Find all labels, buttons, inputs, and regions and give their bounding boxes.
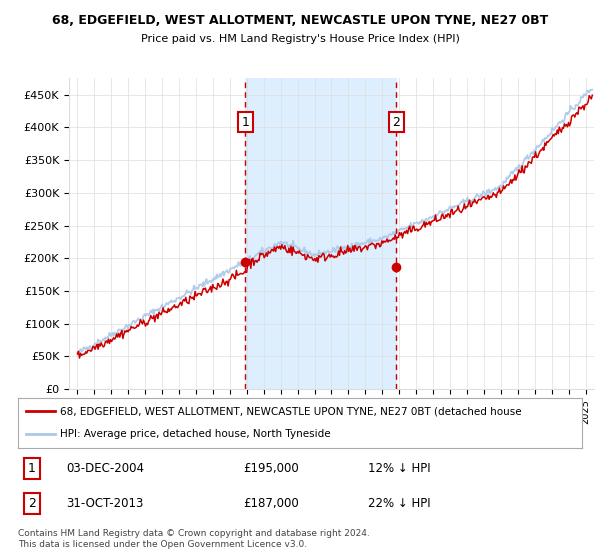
Text: 1: 1 bbox=[28, 462, 36, 475]
Text: 68, EDGEFIELD, WEST ALLOTMENT, NEWCASTLE UPON TYNE, NE27 0BT: 68, EDGEFIELD, WEST ALLOTMENT, NEWCASTLE… bbox=[52, 14, 548, 27]
Text: 2: 2 bbox=[392, 116, 400, 129]
Text: HPI: Average price, detached house, North Tyneside: HPI: Average price, detached house, Nort… bbox=[60, 430, 331, 440]
Bar bbox=[245, 78, 397, 389]
Text: 1: 1 bbox=[242, 116, 250, 129]
Text: 68, EDGEFIELD, WEST ALLOTMENT, NEWCASTLE UPON TYNE, NE27 0BT (detached house: 68, EDGEFIELD, WEST ALLOTMENT, NEWCASTLE… bbox=[60, 406, 522, 416]
Text: Price paid vs. HM Land Registry's House Price Index (HPI): Price paid vs. HM Land Registry's House … bbox=[140, 34, 460, 44]
Text: 31-OCT-2013: 31-OCT-2013 bbox=[66, 497, 143, 510]
Text: Contains HM Land Registry data © Crown copyright and database right 2024.
This d: Contains HM Land Registry data © Crown c… bbox=[18, 529, 370, 549]
Text: £187,000: £187,000 bbox=[244, 497, 299, 510]
Text: 22% ↓ HPI: 22% ↓ HPI bbox=[368, 497, 430, 510]
Text: 2: 2 bbox=[28, 497, 36, 510]
Text: 03-DEC-2004: 03-DEC-2004 bbox=[66, 462, 144, 475]
Text: £195,000: £195,000 bbox=[244, 462, 299, 475]
Text: 12% ↓ HPI: 12% ↓ HPI bbox=[368, 462, 430, 475]
